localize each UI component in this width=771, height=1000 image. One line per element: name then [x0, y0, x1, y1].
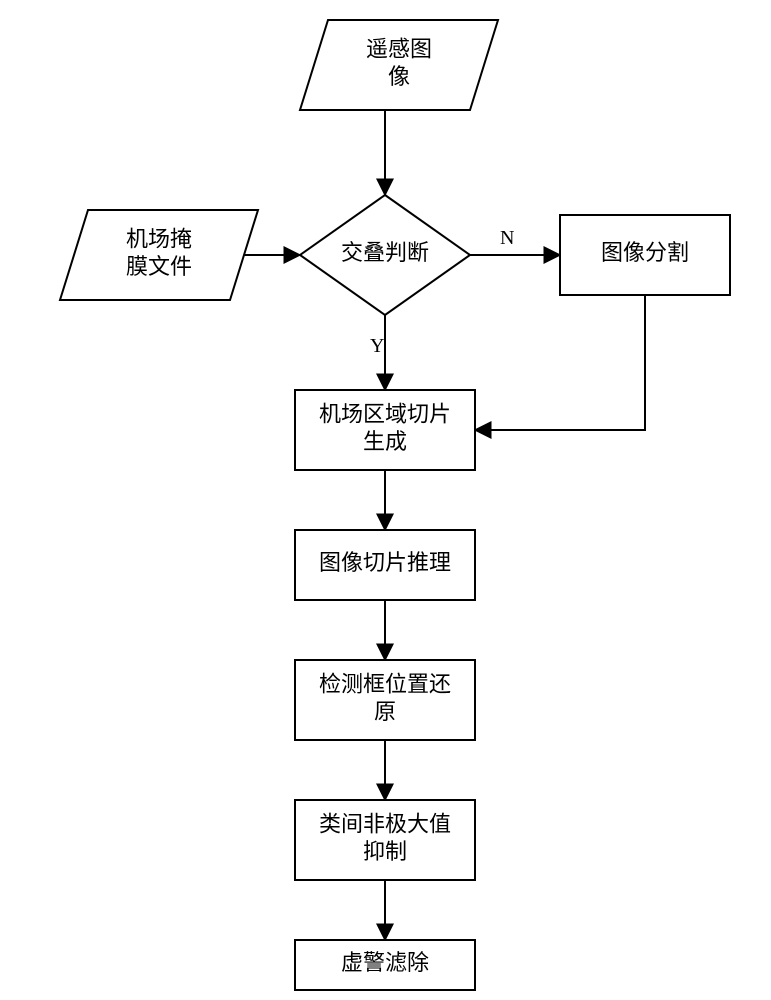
svg-text:交叠判断: 交叠判断 [341, 240, 429, 265]
svg-text:膜文件: 膜文件 [126, 254, 192, 279]
svg-text:图像分割: 图像分割 [601, 240, 689, 265]
svg-text:抑制: 抑制 [363, 839, 407, 864]
edge-label-2: N [500, 227, 514, 249]
svg-text:机场掩: 机场掩 [126, 226, 192, 251]
edge-label-3: Y [370, 335, 384, 357]
svg-text:原: 原 [374, 699, 396, 724]
svg-text:遥感图: 遥感图 [366, 36, 432, 61]
edge-4 [475, 295, 645, 430]
svg-text:像: 像 [388, 64, 410, 89]
flowchart-canvas: 遥感图像机场掩膜文件 交叠判断 图像分割机场区域切片生成图像切片推理检测框位置还原类… [0, 0, 771, 1000]
svg-text:类间非极大值: 类间非极大值 [319, 811, 451, 836]
svg-text:图像切片推理: 图像切片推理 [319, 550, 451, 575]
svg-text:虚警滤除: 虚警滤除 [341, 950, 429, 975]
svg-text:机场区域切片: 机场区域切片 [319, 401, 451, 426]
svg-text:生成: 生成 [363, 429, 407, 454]
svg-text:检测框位置还: 检测框位置还 [319, 671, 451, 696]
